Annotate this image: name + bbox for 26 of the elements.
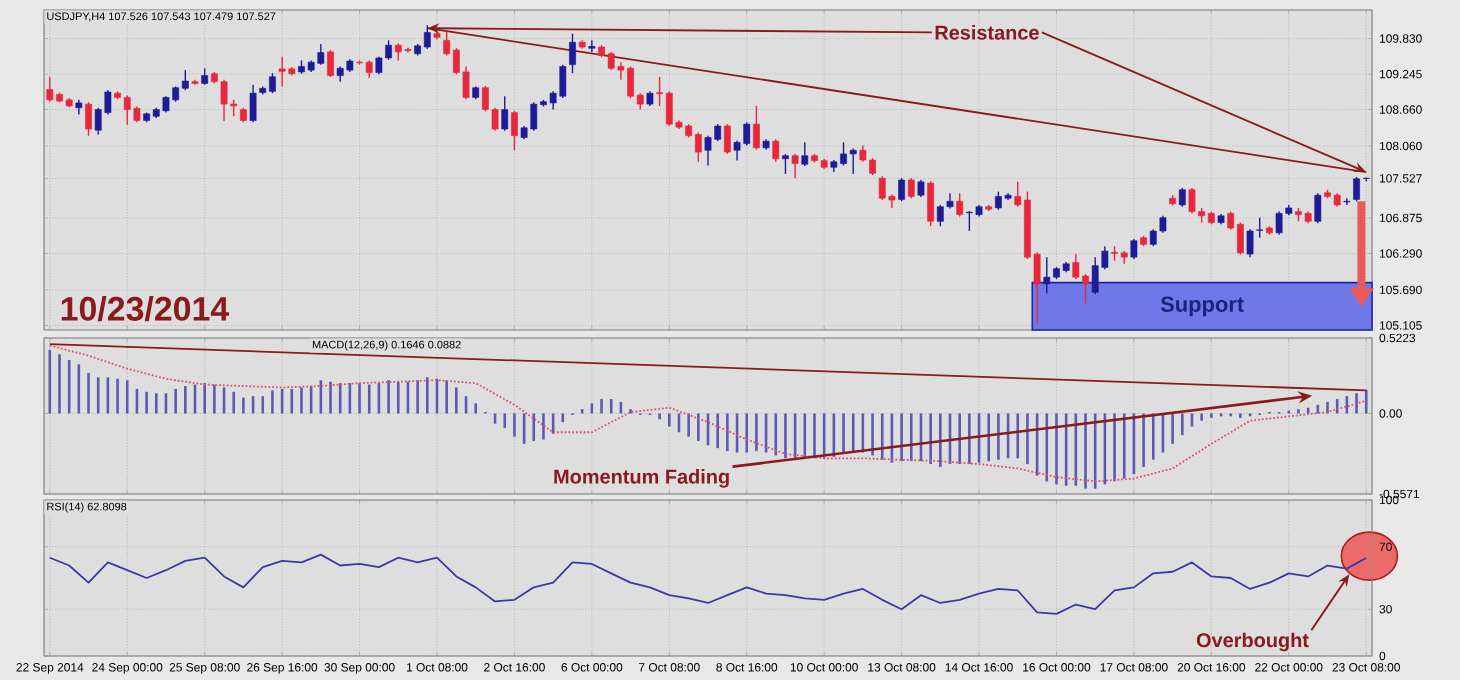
candlestick (927, 180, 935, 227)
candlestick (791, 153, 799, 179)
candlestick (501, 95, 509, 132)
candlestick (772, 138, 780, 163)
candlestick (907, 177, 915, 199)
candlestick (898, 177, 905, 202)
band-label: Support (1160, 296, 1244, 317)
candlestick (1130, 238, 1138, 260)
annotation: Resistance (935, 25, 1039, 40)
candlestick (327, 49, 334, 78)
annotation: Momentum Fading (554, 469, 729, 488)
candlestick (782, 153, 789, 175)
candlestick (801, 141, 809, 167)
candlestick (249, 83, 257, 124)
candlestick (511, 110, 518, 151)
candlestick (1343, 197, 1351, 206)
candlestick (1314, 192, 1322, 224)
candlestick (85, 101, 92, 137)
candlestick (569, 32, 576, 74)
annotation: Overbought (1196, 632, 1309, 652)
candlestick (723, 123, 731, 155)
candlestick (1178, 187, 1186, 208)
annotation: 10/23/2014 (61, 295, 229, 322)
candlestick (753, 105, 760, 151)
candlestick (588, 39, 596, 53)
candlestick (956, 192, 964, 218)
